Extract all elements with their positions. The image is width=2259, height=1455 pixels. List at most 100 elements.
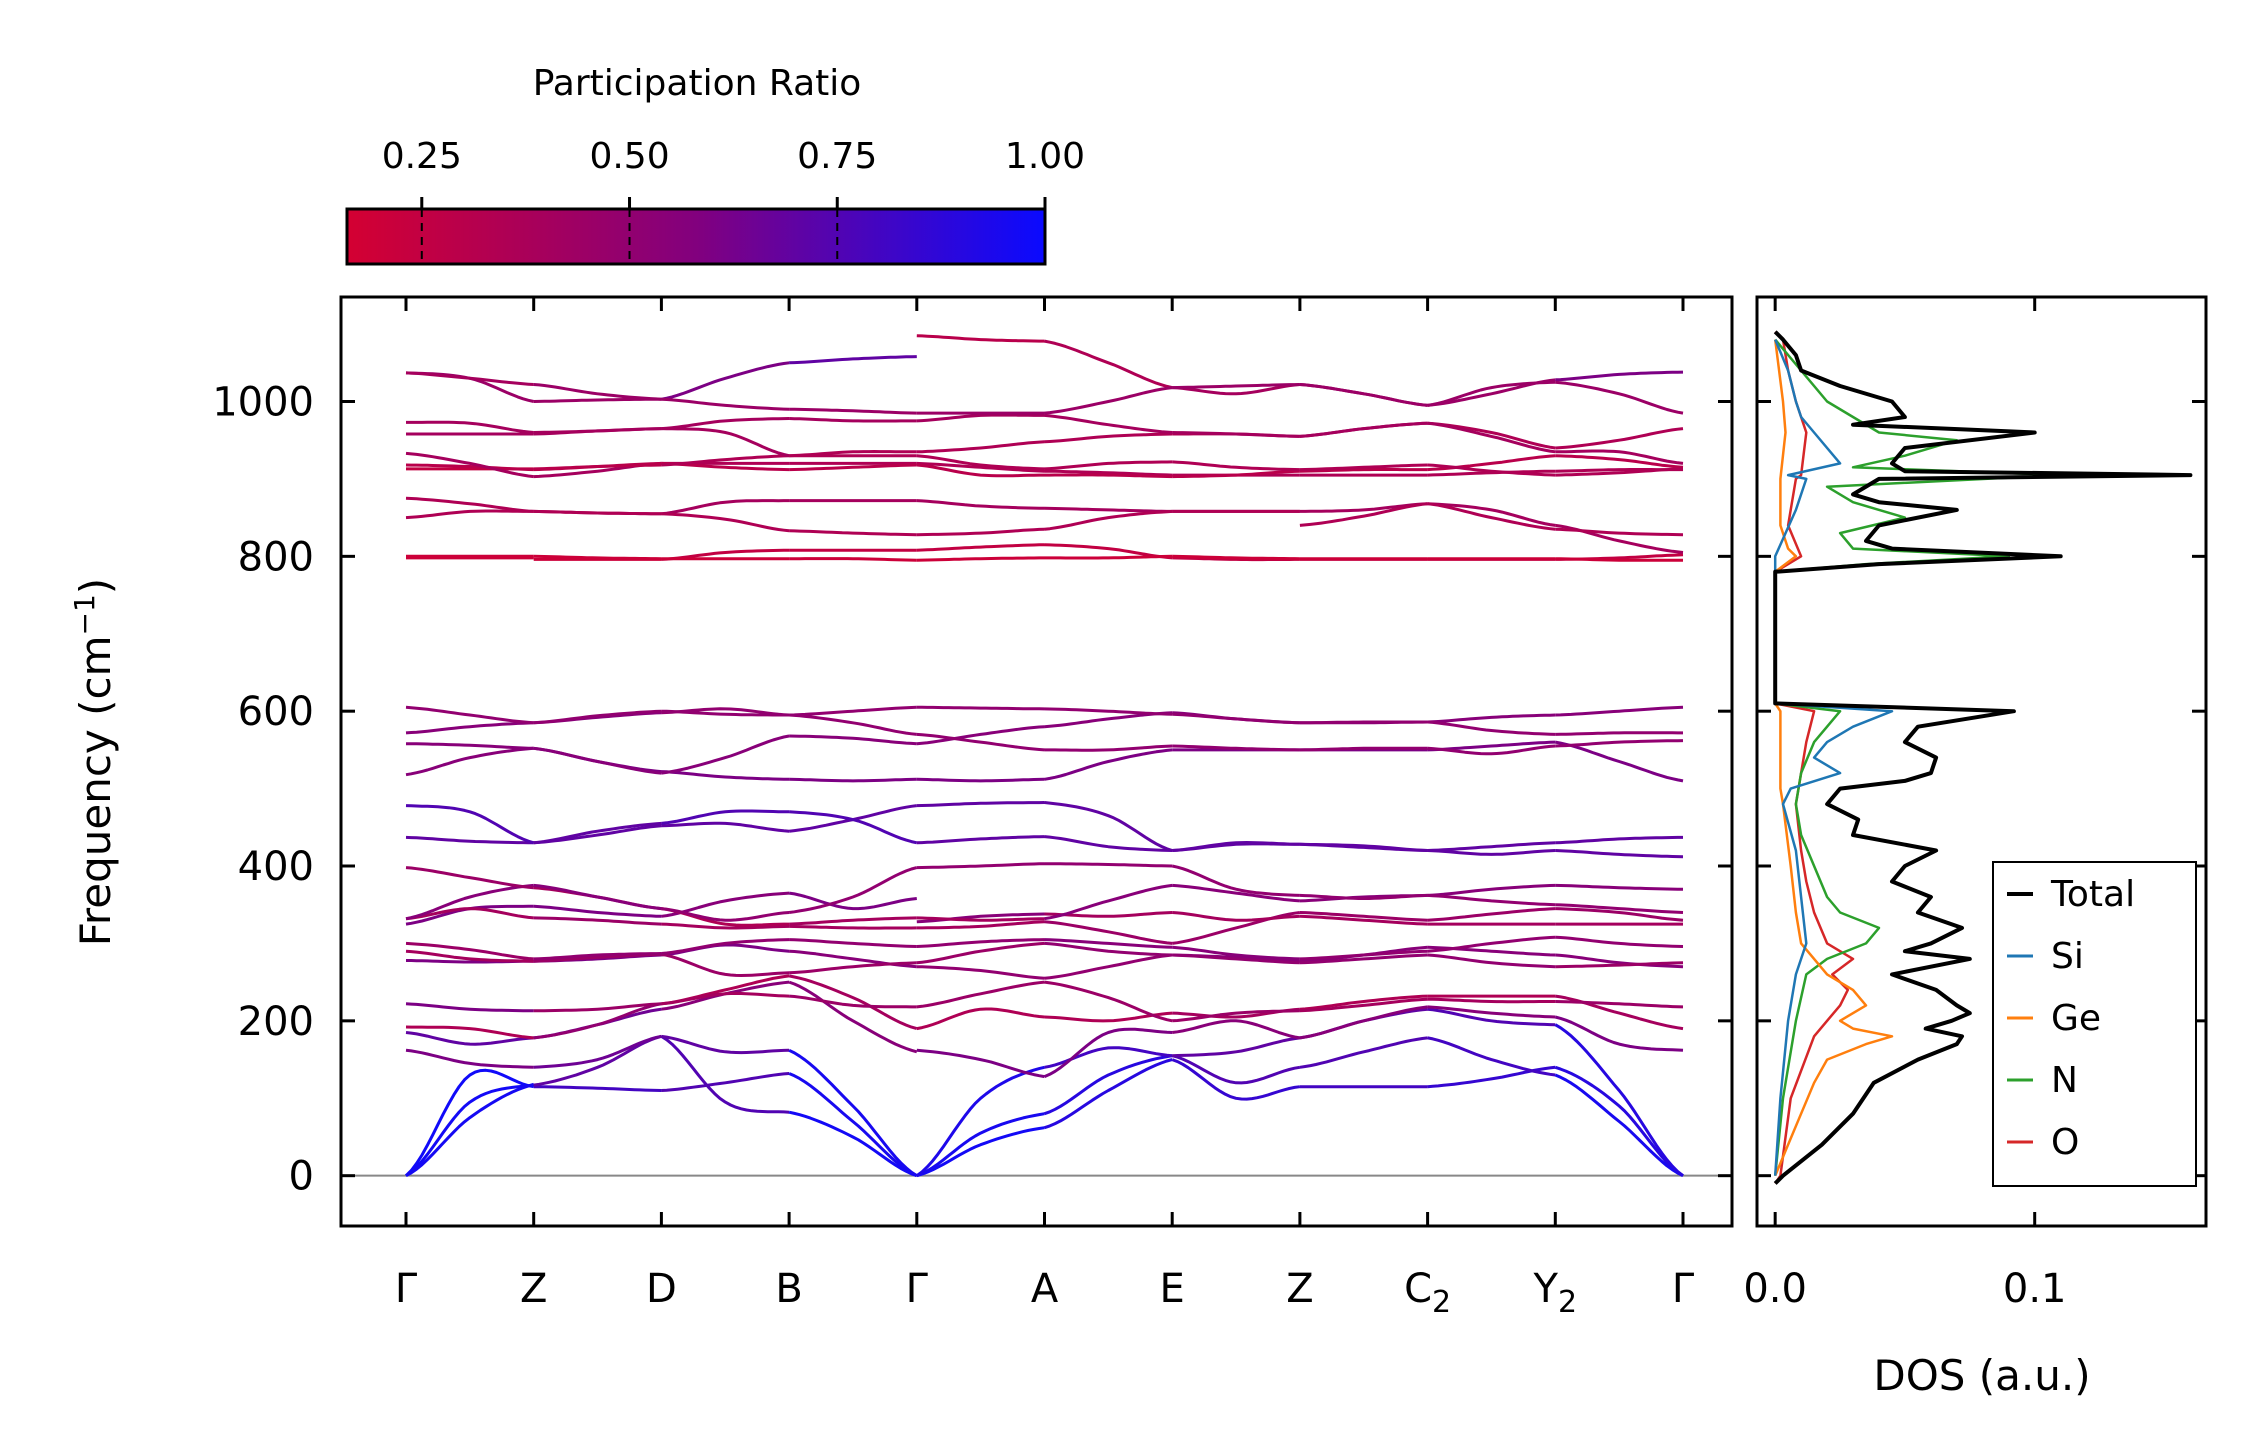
band-line [1555, 953, 1684, 969]
band-line [405, 907, 534, 921]
band-line [1427, 1007, 1556, 1027]
band-line [1555, 849, 1684, 859]
band-line [661, 922, 790, 930]
band-line [1299, 746, 1428, 752]
band-line [916, 556, 1045, 562]
band-line [1427, 997, 1556, 1004]
band-line [1044, 1046, 1173, 1069]
band-line [1172, 431, 1300, 438]
colorbar-ticks: 0.25 0.50 0.75 1.00 [382, 136, 1085, 264]
band-line [661, 1034, 790, 1055]
band-line [916, 413, 1045, 423]
band-line [405, 835, 534, 845]
band-line [1427, 421, 1556, 454]
band-line [1555, 380, 1684, 415]
band-line [1044, 801, 1173, 852]
band-line [916, 527, 1045, 537]
band-line [404, 1068, 534, 1177]
legend-label-o: O [2051, 1122, 2079, 1163]
band-line [916, 1007, 1045, 1031]
band-line [1044, 339, 1173, 390]
band-line [788, 1110, 918, 1178]
band-x-tick-label: D [646, 1266, 677, 1312]
band-line [916, 912, 1045, 924]
band-line [788, 891, 917, 911]
band-line [789, 557, 917, 562]
band-line [788, 994, 917, 1009]
band-line [1172, 841, 1300, 852]
band-line [788, 713, 917, 736]
band-line [405, 746, 534, 777]
band-line [1044, 920, 1173, 945]
dos-legend: Total Si Ge NO [1992, 861, 2197, 1187]
band-line [661, 361, 790, 401]
band-line [1044, 835, 1173, 852]
band-line [916, 725, 1045, 746]
band-line [1427, 463, 1556, 477]
band-y-axis-title-sup: −1 [68, 594, 101, 635]
band-line [533, 427, 662, 434]
band-line [916, 732, 1045, 752]
band-line [533, 709, 662, 725]
band-line [405, 705, 534, 725]
dos-x-axis-title: DOS (a.u.) [1873, 1351, 2090, 1400]
band-line [1044, 1058, 1173, 1130]
band-line [1555, 454, 1684, 469]
band-x-tick-label: E [1160, 1266, 1185, 1312]
band-line [660, 1035, 790, 1114]
band-line [405, 509, 534, 520]
band-line [405, 1082, 535, 1178]
band-line [1427, 502, 1556, 531]
band-y-tick-label: 400 [238, 844, 314, 890]
band-x-tick-label: C2 [1404, 1266, 1451, 1320]
band-line [916, 920, 1045, 930]
band-line [916, 543, 1045, 552]
band-line [533, 1085, 662, 1092]
band-line [533, 463, 662, 471]
band-line [1172, 460, 1300, 472]
band-line [1043, 1054, 1173, 1116]
band-line [1299, 914, 1428, 926]
band-line [1172, 945, 1300, 961]
band-line [788, 974, 918, 1031]
band-line [1044, 980, 1173, 1023]
band-line [789, 355, 917, 365]
band-line [789, 924, 917, 930]
band-line [916, 862, 1045, 870]
band-line [915, 1065, 1045, 1177]
colorbar-gradient [345, 207, 1047, 266]
band-y-tick-label: 200 [238, 999, 314, 1045]
band-x-tick-label: Γ [1672, 1266, 1695, 1312]
band-line [405, 1083, 534, 1177]
band-line [1427, 849, 1556, 856]
band-line [788, 980, 918, 1054]
band-line [789, 407, 917, 415]
colorbar-tick-label: 1.00 [1005, 136, 1085, 177]
band-lines [404, 334, 1684, 1178]
band-plot-frame [339, 295, 1734, 1228]
band-line [789, 529, 917, 537]
band-line [916, 1126, 1045, 1178]
band-line [916, 440, 1045, 454]
band-line [789, 450, 917, 458]
band-line [405, 371, 534, 386]
band-line [1171, 864, 1300, 897]
band-x-tick-label: Y2 [1533, 1266, 1578, 1320]
band-line [1044, 509, 1173, 531]
band-line [1299, 720, 1428, 725]
colorbar-title: Participation Ratio [533, 63, 862, 104]
band-line [789, 417, 917, 423]
band-y-tick-label: 0 [289, 1154, 314, 1200]
band-line [405, 1025, 534, 1040]
band-line [1427, 1036, 1556, 1077]
band-line [1555, 835, 1683, 845]
band-line [916, 705, 1045, 711]
band-line [661, 1072, 790, 1092]
band-line [1171, 1058, 1301, 1101]
band-line [1555, 370, 1684, 382]
band-line [405, 1002, 534, 1013]
band-line [1554, 1015, 1684, 1052]
dos-line-ge [1773, 339, 1894, 1177]
band-y-ticks: 0 200 400 600 800 1000 [212, 380, 1732, 1200]
